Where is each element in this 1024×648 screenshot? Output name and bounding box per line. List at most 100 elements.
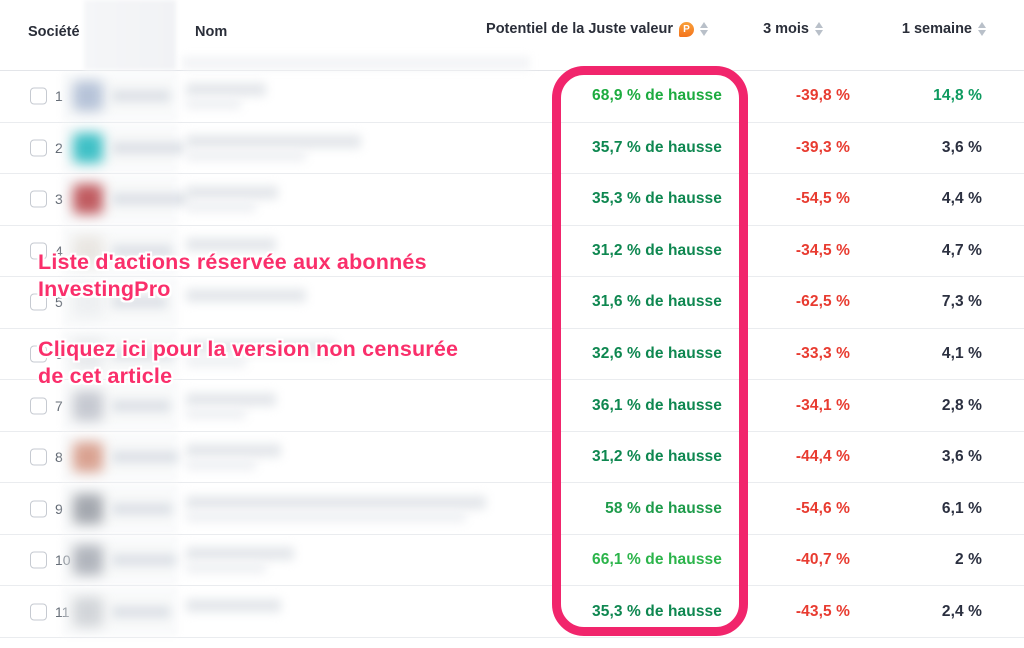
row-checkbox[interactable]	[30, 293, 47, 311]
fair-value-header-label: Potentiel de la Juste valeur	[486, 21, 673, 37]
overlay-link-line: Cliquez ici pour la version non censurée	[38, 337, 459, 361]
censored-company-name	[186, 341, 336, 354]
censored-company-logo	[73, 339, 103, 369]
one-week-cell: 4,7 %	[941, 241, 982, 259]
subscribers-only-overlay-text: Liste d'actions réservée aux abonnés Inv…	[38, 249, 427, 303]
row-checkbox[interactable]	[30, 139, 47, 157]
censored-ticker-column-header	[84, 0, 176, 70]
censored-company-name-line2	[186, 511, 466, 522]
row-checkbox[interactable]	[30, 603, 47, 621]
fair-value-cell: 58 % de hausse	[605, 499, 722, 517]
row-checkbox[interactable]	[30, 242, 47, 260]
censored-company-logo	[73, 287, 103, 318]
one-week-header-label: 1 semaine	[901, 21, 972, 37]
table-row: 4 31,2 % de hausse -34,5 % 4,7 %	[0, 225, 1024, 278]
row-number: 6	[55, 346, 63, 362]
censored-ticker	[112, 296, 167, 309]
one-week-cell: 4,4 %	[941, 190, 982, 208]
fair-value-cell: 32,6 % de hausse	[592, 345, 722, 362]
censored-company-logo	[73, 390, 103, 421]
sort-arrows-icon[interactable]	[978, 22, 986, 36]
column-header-societe: Société	[28, 24, 80, 40]
one-week-cell: 3,6 %	[941, 448, 982, 466]
fair-value-cell: 68,9 % de hausse	[592, 87, 722, 105]
censored-subheader	[182, 56, 530, 70]
censored-company-name	[186, 186, 278, 200]
row-checkbox[interactable]	[30, 397, 47, 415]
column-header-three-months[interactable]: 3 mois	[763, 21, 823, 37]
one-week-cell: 14,8 %	[933, 87, 982, 105]
three-months-cell: -54,5 %	[795, 190, 850, 208]
fair-value-cell: 31,6 % de hausse	[592, 293, 722, 311]
censored-company-name-line2	[186, 460, 256, 471]
censored-company-name-line2	[186, 99, 241, 110]
censored-ticker	[112, 399, 170, 412]
censored-ticker	[112, 554, 176, 567]
row-number: 1	[55, 88, 63, 105]
censored-company-logo	[73, 81, 103, 112]
row-checkbox[interactable]	[30, 500, 47, 518]
table-row: 2 35,7 % de hausse -39,3 % 3,6 %	[0, 122, 1024, 175]
fair-value-cell: 31,2 % de hausse	[592, 241, 722, 259]
three-months-cell: -39,8 %	[795, 87, 850, 105]
censored-company-name	[186, 495, 486, 509]
censored-company-name-line2	[186, 150, 306, 161]
censored-ticker	[112, 451, 178, 464]
censored-company-logo	[73, 132, 103, 163]
censored-company-name	[186, 134, 361, 148]
row-number: 7	[55, 397, 63, 414]
censored-company-name	[186, 547, 294, 561]
row-number: 4	[55, 242, 63, 259]
three-months-cell: -33,3 %	[795, 345, 850, 362]
censored-company-logo	[73, 442, 103, 473]
table-row: 6 32,6 % de hausse -33,3 % 4,1 %	[0, 328, 1024, 381]
sort-arrows-icon[interactable]	[815, 22, 823, 36]
censored-ticker	[112, 244, 172, 257]
column-header-nom: Nom	[195, 24, 228, 40]
column-header-fair-value[interactable]: Potentiel de la Juste valeur P	[486, 21, 708, 37]
one-week-cell: 6,1 %	[941, 499, 982, 517]
overlay-line: Liste d'actions réservée aux abonnés	[38, 250, 427, 274]
row-checkbox[interactable]	[30, 190, 47, 208]
table-row: 3 35,3 % de hausse -54,5 % 4,4 %	[0, 174, 1024, 226]
table-body: 1 68,9 % de hausse -39,8 % 14,8 % 2 35,7…	[0, 71, 1024, 639]
censored-ticker	[112, 502, 172, 515]
overlay-line: InvestingPro	[38, 277, 171, 301]
row-checkbox[interactable]	[30, 87, 47, 105]
fair-value-cell: 36,1 % de hausse	[592, 396, 722, 414]
one-week-cell: 2,4 %	[941, 602, 982, 620]
fair-value-cell: 35,3 % de hausse	[592, 190, 722, 208]
overlay-link-line: de cet article	[38, 364, 173, 388]
row-checkbox[interactable]	[30, 551, 47, 569]
three-months-cell: -44,4 %	[795, 448, 850, 466]
sort-arrows-icon[interactable]	[700, 22, 708, 36]
row-number: 5	[55, 294, 63, 311]
censored-company-name-line2	[186, 408, 246, 419]
table-row: 5 31,6 % de hausse -62,5 % 7,3 %	[0, 277, 1024, 329]
column-header-one-week[interactable]: 1 semaine	[902, 21, 986, 37]
table-row: 1 68,9 % de hausse -39,8 % 14,8 %	[0, 71, 1024, 123]
row-checkbox[interactable]	[30, 448, 47, 466]
row-number: 8	[55, 449, 63, 466]
table-row: 11 35,3 % de hausse -43,5 % 2,4 %	[0, 586, 1024, 639]
row-number: 3	[55, 191, 63, 208]
row-checkbox[interactable]	[30, 345, 47, 363]
censored-ticker	[112, 141, 184, 154]
fair-value-cell: 35,7 % de hausse	[592, 138, 722, 156]
one-week-cell: 7,3 %	[941, 293, 982, 311]
three-months-cell: -40,7 %	[795, 551, 850, 569]
one-week-cell: 2 %	[954, 551, 982, 569]
fair-value-cell: 31,2 % de hausse	[592, 448, 722, 466]
three-months-cell: -54,6 %	[795, 499, 850, 517]
censored-company-name-line2	[186, 357, 246, 367]
fair-value-cell: 66,1 % de hausse	[592, 551, 722, 569]
censored-company-logo	[73, 184, 103, 215]
row-number: 9	[55, 500, 63, 517]
uncensored-version-link[interactable]: Cliquez ici pour la version non censurée…	[38, 336, 458, 390]
censored-company-name-line2	[186, 563, 266, 574]
censored-company-name	[186, 392, 276, 406]
table-header: Société Nom Potentiel de la Juste valeur…	[0, 0, 1024, 71]
table-row: 8 31,2 % de hausse -44,4 % 3,6 %	[0, 431, 1024, 484]
investingpro-icon: P	[679, 21, 694, 37]
one-week-cell: 3,6 %	[941, 138, 982, 156]
